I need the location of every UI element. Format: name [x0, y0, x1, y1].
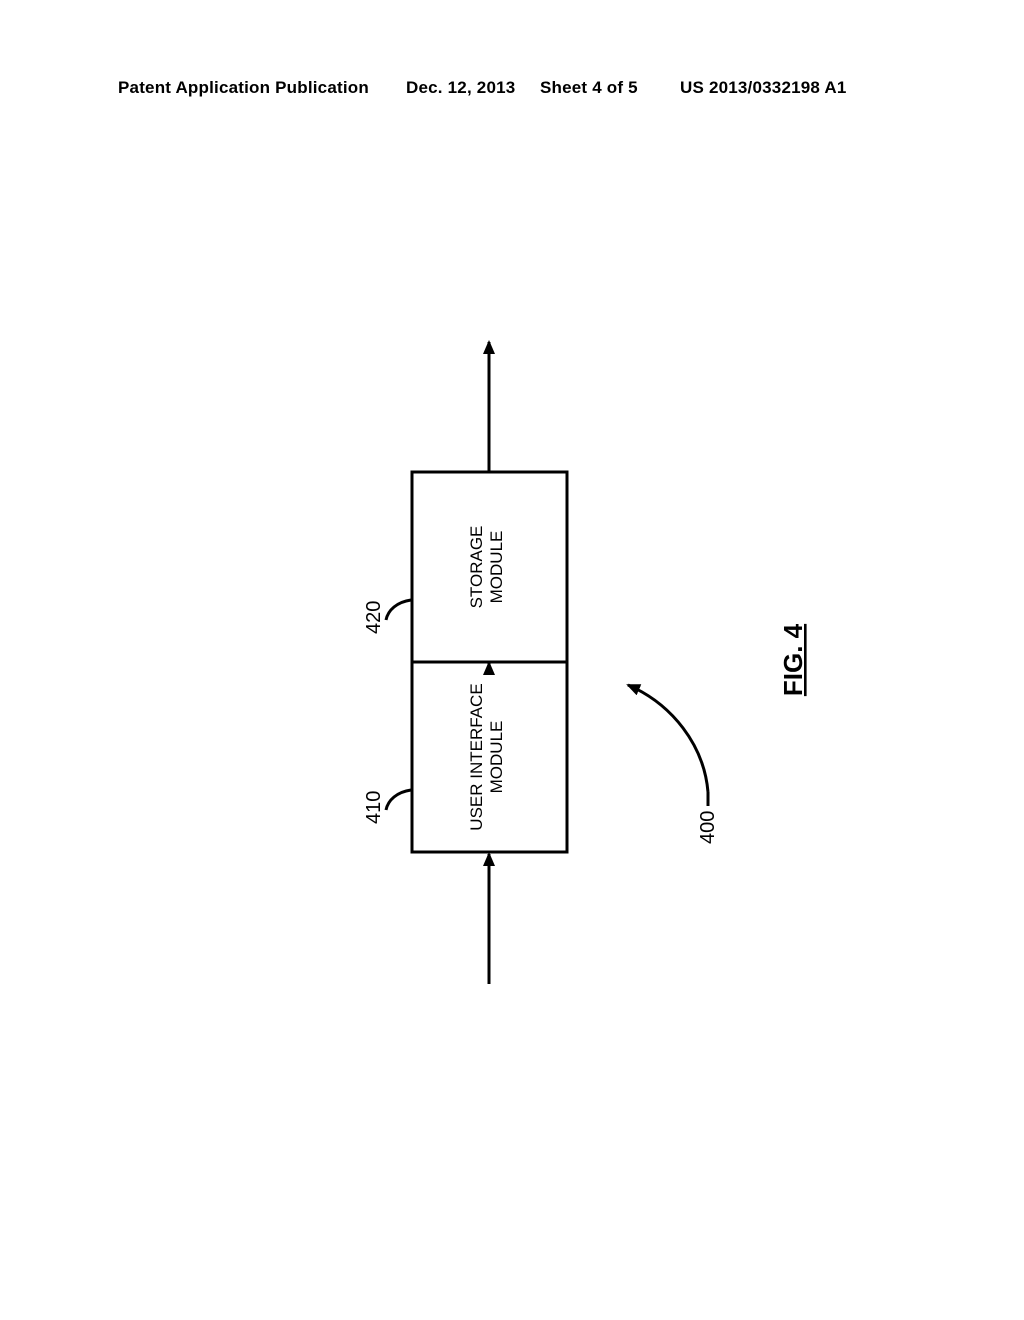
- block-ui-label-2: MODULE: [487, 721, 506, 794]
- block-ui-label-1: USER INTERFACE: [467, 683, 486, 830]
- ref-410: 410: [363, 791, 385, 824]
- ref-420-leader: [386, 600, 411, 620]
- block-storage-label-2: MODULE: [487, 531, 506, 604]
- ref-400: 400: [697, 811, 719, 844]
- page: Patent Application Publication Dec. 12, …: [0, 0, 1024, 1320]
- block-storage-label-1: STORAGE: [467, 526, 486, 609]
- figure-svg: USER INTERFACE MODULE STORAGE MODULE 410…: [0, 0, 1024, 1320]
- ref-420: 420: [363, 601, 385, 634]
- figure-caption: FIG. 4: [778, 623, 808, 696]
- ref-410-leader: [386, 790, 411, 810]
- ref-400-leader: [628, 685, 708, 792]
- diagram-group: USER INTERFACE MODULE STORAGE MODULE 410…: [363, 342, 808, 984]
